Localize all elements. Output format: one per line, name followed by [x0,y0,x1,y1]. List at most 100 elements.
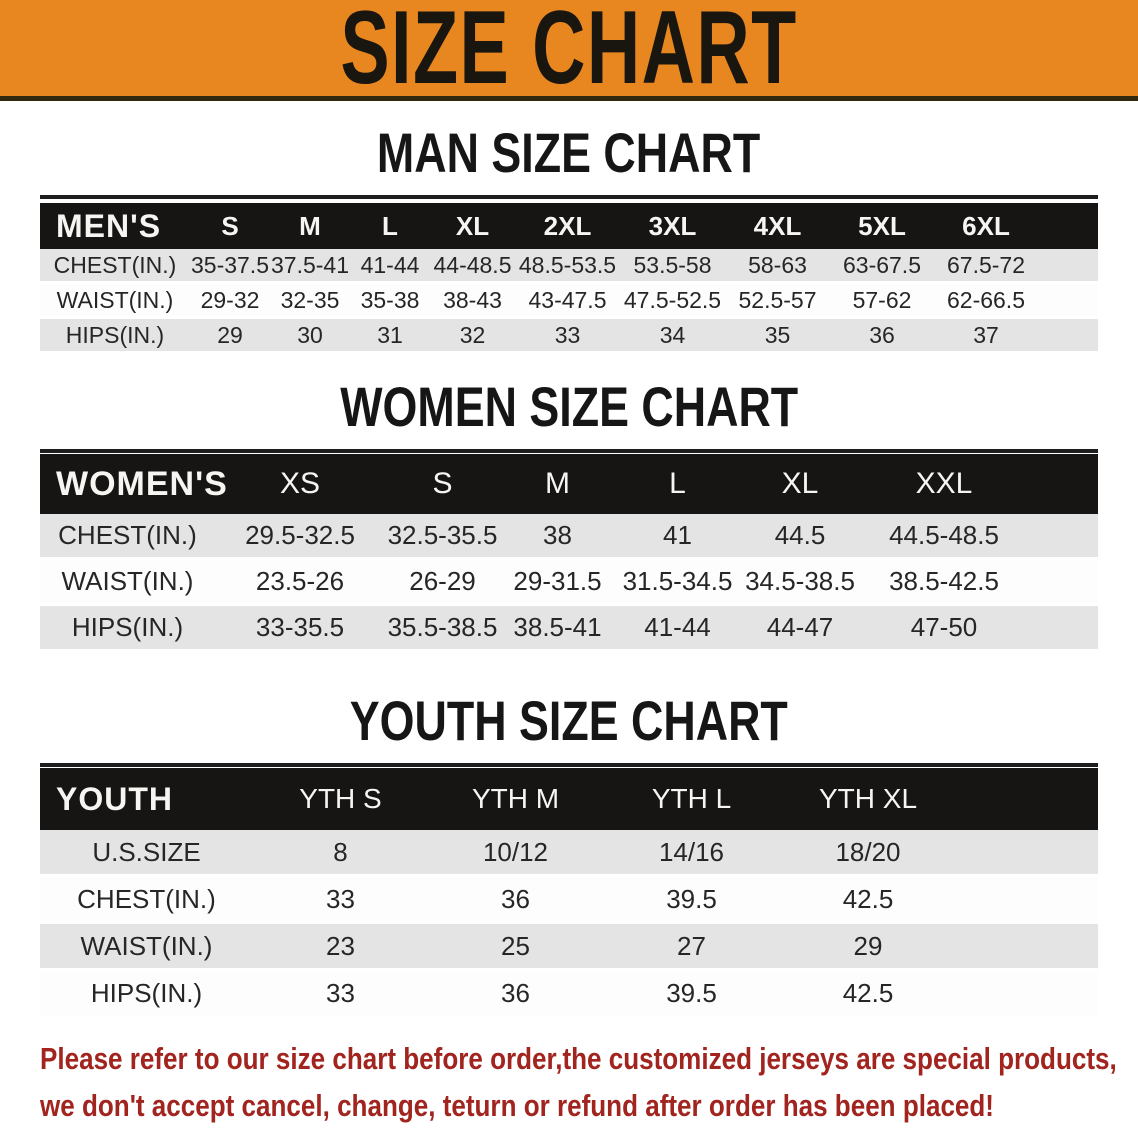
cell-value: 38.5-42.5 [889,566,999,596]
women-size-chart-heading: WOMEN SIZE CHART [340,375,798,438]
cell-value: 41-44 [360,251,420,278]
cell-value: 67.5-72 [946,251,1025,278]
cell-value: 44.5 [774,520,826,550]
column-header: XS [279,467,321,500]
cell-value: 38.5-41 [513,612,602,642]
cell-value: 37.5-41 [270,251,349,278]
men-size-chart-heading: MAN SIZE CHART [377,121,761,184]
table-header-row: MEN'S S M L XL 2XL 3XL 4XL 5XL 6XL [40,203,1098,249]
cell-value: 27 [677,930,706,961]
row-label: WAIST(IN.) [56,286,174,313]
youth-size-table: YOUTH YTH S YTH M YTH L YTH XL U.S.SIZE 8 10/12… [40,763,1098,1015]
table-row: HIPS(IN.) 29 30 31 32 33 34 35 36 37 [40,319,1098,351]
table-row: HIPS(IN.) 33 36 39.5 42.5 [40,971,1098,1015]
cell-value: 38-43 [443,286,502,313]
cell-value: 44.5-48.5 [889,520,999,550]
cell-value: 57-62 [852,286,912,313]
size-chart-banner: SIZE CHART [0,0,1138,101]
cell-value: 38 [543,520,572,550]
cell-value: 43-47.5 [528,286,607,313]
cell-value: 14/16 [658,836,725,867]
cell-value: 30 [297,321,323,348]
cell-value: 34 [659,321,686,348]
cell-value: 42.5 [842,977,894,1008]
table-header-label: YOUTH [56,780,173,817]
cell-value: 47-50 [910,612,978,642]
row-label: WAIST(IN.) [61,566,194,596]
cell-value: 33 [326,883,355,914]
cell-value: 62-66.5 [946,286,1025,313]
banner-title: SIZE CHART [340,0,798,106]
cell-value: 31 [377,321,403,348]
cell-value: 35.5-38.5 [387,612,498,642]
cell-value: 47.5-52.5 [623,286,722,313]
cell-value: 29-32 [200,286,260,313]
cell-value: 35-38 [360,286,420,313]
column-header: XXL [915,467,973,500]
row-label: CHEST(IN.) [77,883,216,914]
mens-size-table: MEN'S S M L XL 2XL 3XL 4XL 5XL 6XL CHEST(IN.) 35-37… [40,195,1098,351]
row-label: U.S.SIZE [92,836,201,867]
table-row: U.S.SIZE 8 10/12 14/16 18/20 [40,830,1098,874]
column-header: 6XL [962,210,1010,241]
womens-size-table: WOMEN'S XS S M L XL XXL CHEST(IN.) 29.5-32.5 32.5… [40,449,1098,649]
cell-value: 26-29 [409,566,476,596]
cell-value: 10/12 [482,836,549,867]
column-header: M [299,210,321,241]
table-row: WAIST(IN.) 23.5-26 26-29 29-31.5 31.5-34.5 34… [40,560,1098,603]
table-row: CHEST(IN.) 33 36 39.5 42.5 [40,877,1098,921]
cell-value: 36 [501,883,530,914]
cell-value: 18/20 [835,836,901,867]
row-label: HIPS(IN.) [65,321,165,348]
table-top-rule [40,195,1098,199]
column-header: M [545,467,570,500]
cell-value: 58-63 [748,251,807,278]
table-row: CHEST(IN.) 35-37.5 37.5-41 41-44 44-48.5 48.5… [40,249,1098,281]
cell-value: 33 [326,977,355,1008]
cell-value: 39.5 [666,977,717,1008]
youth-size-chart-heading: YOUTH SIZE CHART [349,689,789,752]
order-disclaimer: Please refer to our size chart before or… [40,1035,1138,1129]
table-top-rule [40,449,1098,453]
cell-value: 41 [663,520,692,550]
column-header: 4XL [753,210,802,241]
table-header-row: YOUTH YTH S YTH M YTH L YTH XL [40,768,1098,830]
cell-value: 39.5 [666,883,717,914]
row-label: CHEST(IN.) [53,251,177,278]
cell-value: 41-44 [644,612,711,642]
column-header: 2XL [543,210,592,241]
table-header-label: WOMEN'S [56,464,228,503]
cell-value: 53.5-58 [633,251,712,278]
cell-value: 29.5-32.5 [245,520,355,550]
cell-value: 33-35.5 [255,612,345,642]
table-top-rule [40,763,1098,767]
column-header: 3XL [648,210,697,241]
cell-value: 33 [554,321,581,348]
cell-value: 29-31.5 [513,566,602,596]
column-header: S [221,210,239,241]
cell-value: 8 [333,836,348,867]
cell-value: 32.5-35.5 [387,520,498,550]
table-row: HIPS(IN.) 33-35.5 35.5-38.5 38.5-41 41-44 44-… [40,606,1098,649]
cell-value: 44-48.5 [433,251,512,278]
row-label: HIPS(IN.) [90,977,203,1008]
column-header: YTH XL [818,783,918,814]
column-header: YTH S [299,783,382,814]
table-row: WAIST(IN.) 29-32 32-35 35-38 38-43 43-47.5 47.… [40,284,1098,316]
row-label: CHEST(IN.) [58,520,197,550]
table-row: CHEST(IN.) 29.5-32.5 32.5-35.5 38 41 44.5 44.5… [40,514,1098,557]
column-header: XL [781,467,819,500]
row-label: HIPS(IN.) [71,612,184,642]
column-header: YTH M [471,783,560,814]
cell-value: 32-35 [280,286,340,313]
cell-value: 23 [326,930,355,961]
cell-value: 35-37.5 [190,251,269,278]
cell-value: 52.5-57 [738,286,817,313]
table-row: WAIST(IN.) 23 25 27 29 [40,924,1098,968]
cell-value: 48.5-53.5 [518,251,617,278]
cell-value: 31.5-34.5 [622,566,733,596]
disclaimer-line-2: we don't accept cancel, change, teturn o… [40,1088,994,1123]
cell-value: 25 [501,930,530,961]
table-header-row: WOMEN'S XS S M L XL XXL [40,454,1098,514]
cell-value: 23.5-26 [255,566,345,596]
